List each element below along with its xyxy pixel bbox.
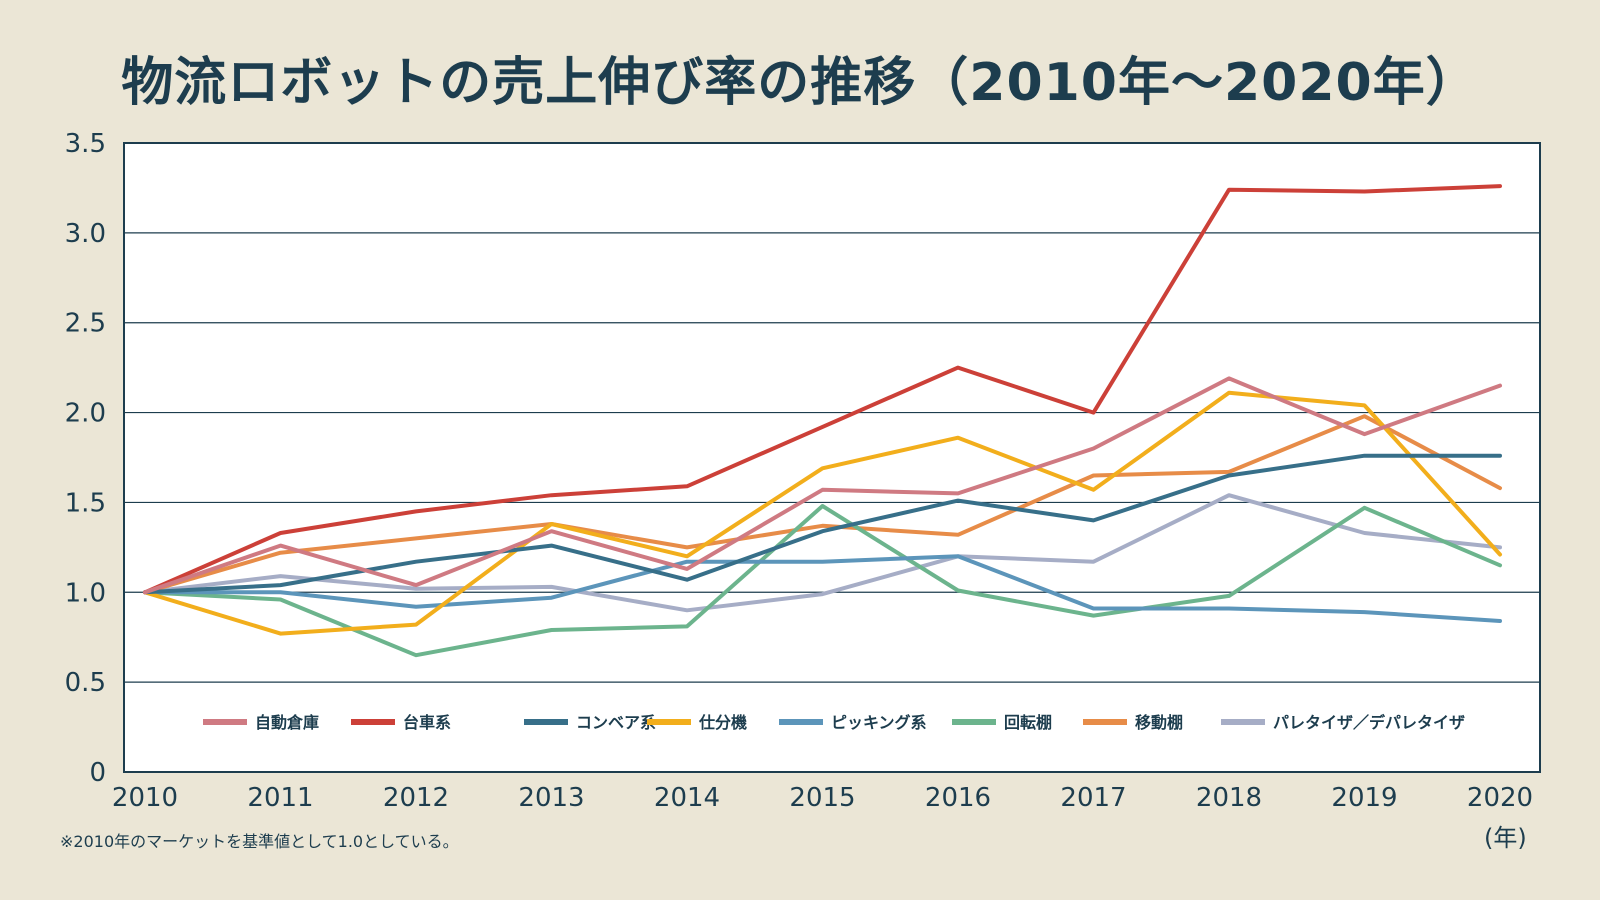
series-line — [143, 414, 1502, 595]
plot-frame — [123, 142, 1541, 773]
x-tick-label: 2015 — [789, 783, 855, 813]
y-tick-label: 1.5 — [65, 488, 106, 518]
series-line — [143, 554, 1502, 623]
x-tick-label: 2011 — [247, 783, 313, 813]
x-tick-label: 2019 — [1331, 783, 1397, 813]
series-line — [143, 184, 1502, 595]
series-line — [143, 504, 1502, 658]
y-axis-ticks: 0 0.5 1.0 1.5 2.0 2.5 3.0 3.5 — [65, 129, 106, 788]
y-tick-label: 2.5 — [65, 309, 106, 339]
x-tick-label: 2016 — [925, 783, 991, 813]
y-tick-label: 2.0 — [65, 399, 106, 429]
series-line — [143, 453, 1502, 595]
x-tick-label: 2020 — [1467, 783, 1533, 813]
x-tick-label: 2014 — [654, 783, 720, 813]
x-tick-label: 2017 — [1060, 783, 1126, 813]
y-tick-label: 0.5 — [65, 668, 106, 698]
legend-label: ピッキング系 — [831, 713, 927, 732]
x-axis-ticks: 2010 2011 2012 2013 2014 2015 2016 2017 2018 2019… — [112, 783, 1533, 813]
legend-label: 移動棚 — [1135, 713, 1183, 732]
series-lines — [143, 184, 1502, 658]
y-tick-label: 1.0 — [65, 578, 106, 608]
legend: 自動倉庫 台車系 コンベア系 仕分機 ピッキング系 回転棚 移動棚 パレタイザ／デパレタイザ — [203, 713, 1465, 732]
plot-area — [124, 143, 1540, 772]
y-tick-label: 3.0 — [65, 219, 106, 249]
y-tick-label: 0 — [89, 758, 106, 788]
legend-label: 仕分機 — [698, 713, 747, 732]
y-tick-label: 3.5 — [65, 129, 106, 159]
x-tick-label: 2013 — [518, 783, 584, 813]
x-tick-label: 2012 — [383, 783, 449, 813]
series-line — [143, 376, 1502, 595]
legend-label: 自動倉庫 — [255, 713, 319, 732]
series-line — [143, 493, 1502, 613]
legend-label: コンベア系 — [576, 713, 656, 732]
footnote: ※2010年のマーケットを基準値として1.0としている。 — [60, 832, 459, 851]
x-tick-label: 2018 — [1196, 783, 1262, 813]
legend-label: 台車系 — [403, 713, 451, 732]
legend-label: 回転棚 — [1004, 713, 1052, 732]
legend-label: パレタイザ／デパレタイザ — [1273, 713, 1465, 732]
chart-title: 物流ロボットの売上伸び率の推移（2010年〜2020年） — [121, 53, 1479, 113]
x-axis-unit-label: (年) — [1484, 824, 1527, 852]
x-tick-label: 2010 — [112, 783, 178, 813]
